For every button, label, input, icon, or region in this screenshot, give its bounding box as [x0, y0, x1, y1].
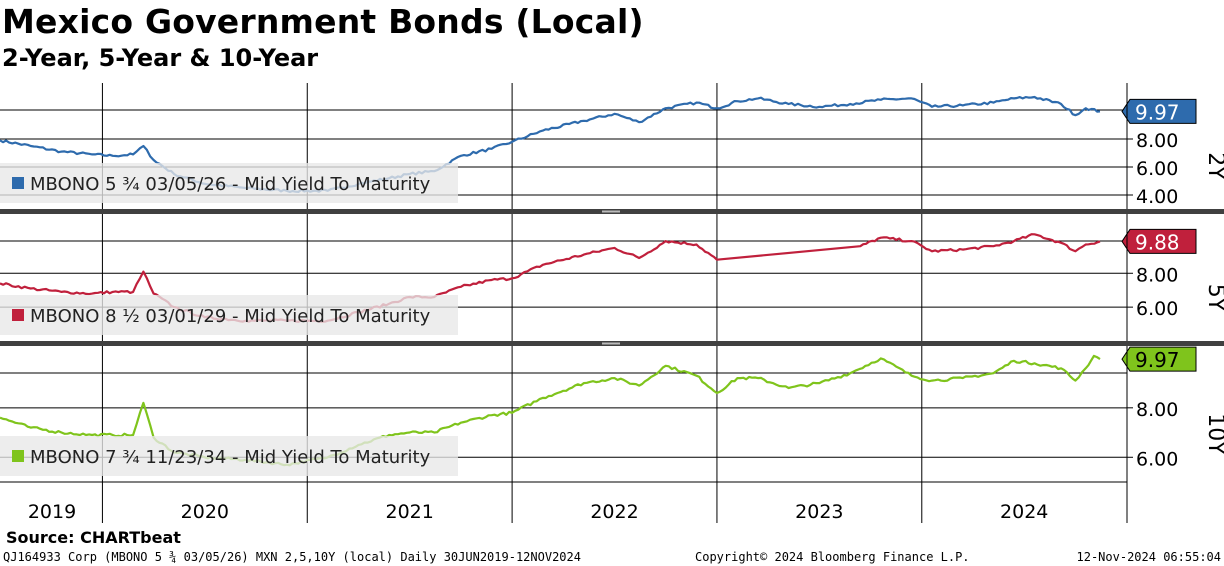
footer-ticker-info: QJ164933 Corp (MBONO 5 ¾ 03/05/26) MXN 2… [3, 550, 581, 564]
footer-copyright: Copyright© 2024 Bloomberg Finance L.P. [695, 550, 970, 564]
y-tick-label: 6.00 [1136, 158, 1178, 180]
legend-label: MBONO 7 ¾ 11/23/34 - Mid Yield To Maturi… [30, 447, 431, 468]
legend-swatch [12, 309, 24, 321]
legend-background [0, 163, 458, 203]
legend-background [0, 436, 458, 476]
x-tick-label: 2020 [181, 501, 229, 523]
x-tick-label: 2021 [386, 501, 434, 523]
last-value-tag [1121, 228, 1197, 254]
last-value-label: 9.97 [1135, 100, 1180, 124]
x-tick-label: 2023 [795, 501, 843, 523]
y-tick-label: 6.00 [1136, 448, 1178, 470]
last-value-tag [1121, 346, 1197, 372]
y-tick-label: 4.00 [1136, 186, 1178, 208]
y-tick-label: 8.00 [1136, 130, 1178, 152]
legend-label: MBONO 5 ¾ 03/05/26 - Mid Yield To Maturi… [30, 174, 431, 195]
y-tick-label: 8.00 [1136, 399, 1178, 421]
y-tick-label: 8.00 [1136, 264, 1178, 286]
x-tick-label: 2024 [1000, 501, 1048, 523]
last-value-tag [1121, 98, 1197, 124]
last-value-label: 9.88 [1135, 230, 1180, 254]
x-tick-label: 2019 [28, 501, 76, 523]
footer-timestamp: 12-Nov-2024 06:55:04 [1076, 550, 1222, 564]
x-tick-label: 2022 [590, 501, 638, 523]
legend-swatch [12, 177, 24, 189]
legend-label: MBONO 8 ½ 03/01/29 - Mid Yield To Maturi… [30, 306, 431, 327]
legend-background [0, 295, 458, 335]
source-note: Source: CHARTbeat [6, 528, 181, 547]
legend-swatch [12, 450, 24, 462]
panel-label-10y: 10Y [1203, 413, 1224, 455]
legend-2y: MBONO 5 ¾ 03/05/26 - Mid Yield To Maturi… [0, 163, 458, 203]
chart-subtitle: 2-Year, 5-Year & 10-Year [2, 44, 319, 72]
panel-label-5y: 5Y [1203, 284, 1224, 312]
legend-5y: MBONO 8 ½ 03/01/29 - Mid Yield To Maturi… [0, 295, 458, 335]
y-tick-label: 6.00 [1136, 298, 1178, 320]
divider-grip [602, 210, 620, 213]
panel-label-2y: 2Y [1203, 152, 1224, 180]
chart-title: Mexico Government Bonds (Local) [2, 2, 644, 41]
last-value-label: 9.97 [1135, 348, 1180, 372]
legend-10y: MBONO 7 ¾ 11/23/34 - Mid Yield To Maturi… [0, 436, 458, 476]
divider-grip [602, 342, 620, 345]
